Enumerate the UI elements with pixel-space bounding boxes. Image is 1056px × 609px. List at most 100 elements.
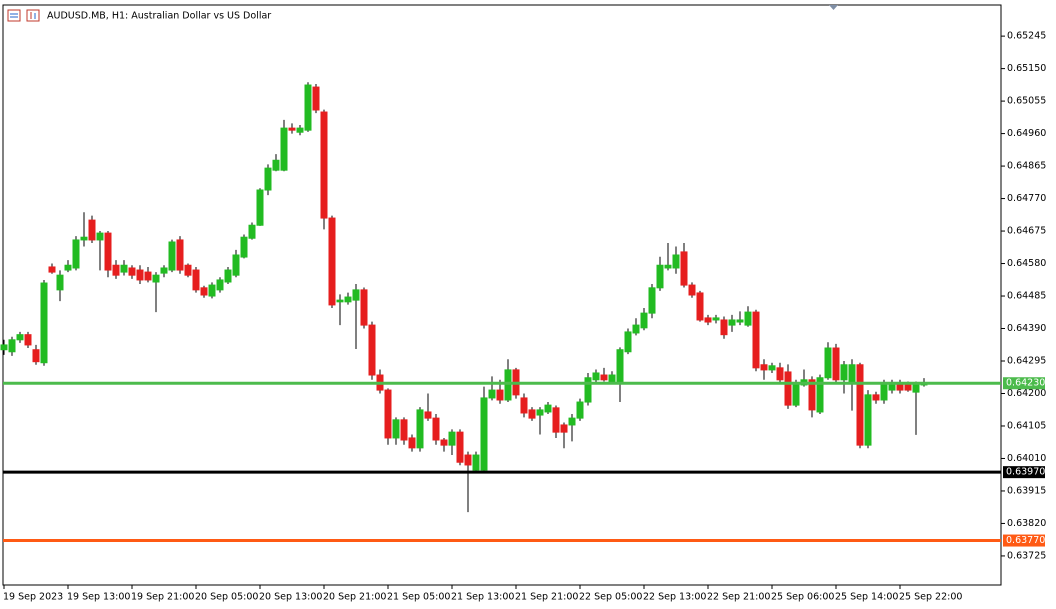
candle-body <box>72 239 80 269</box>
y-tick-label: 0.65055 <box>1007 96 1046 107</box>
candle-body <box>576 401 584 419</box>
candle-body <box>536 409 544 416</box>
candle-body <box>520 397 528 414</box>
candle-body <box>672 254 680 269</box>
candle-body <box>400 419 408 441</box>
price-label-box <box>1003 466 1045 479</box>
candle-body <box>664 264 672 269</box>
candle-body <box>504 369 512 401</box>
y-tick-label: 0.64390 <box>1007 323 1046 334</box>
candle-body <box>48 266 56 273</box>
candle-body <box>152 274 160 283</box>
y-tick-label: 0.64105 <box>1007 420 1046 431</box>
candle-body <box>648 287 656 314</box>
candle-body <box>216 279 224 291</box>
x-tick-label: 25 Sep 06:00 <box>771 592 834 603</box>
candle-body <box>96 232 104 241</box>
candle-body <box>368 324 376 376</box>
price-label-box <box>1003 377 1045 390</box>
candle-body <box>304 84 312 131</box>
candle-body <box>176 239 184 271</box>
candle-body <box>272 159 280 171</box>
candle-body <box>776 367 784 381</box>
candle-body <box>128 267 136 276</box>
candle-body <box>168 241 176 271</box>
candle-body <box>32 349 40 363</box>
candle-body <box>784 371 792 406</box>
candle-body <box>336 299 344 303</box>
x-tick-label: 22 Sep 13:00 <box>643 592 706 603</box>
y-tick-label: 0.64485 <box>1007 291 1046 302</box>
y-tick-label: 0.64675 <box>1007 226 1046 237</box>
x-tick-label: 19 Sep 21:00 <box>131 592 194 603</box>
x-tick-label: 21 Sep 05:00 <box>387 592 450 603</box>
candle-body <box>224 269 232 283</box>
price-label: 0.64230 <box>1006 378 1045 389</box>
candle-body <box>80 236 88 241</box>
candle-body <box>288 127 296 131</box>
candle-body <box>656 264 664 289</box>
chart-title: AUDUSD.MB, H1: Australian Dollar vs US D… <box>47 11 271 22</box>
y-tick-label: 0.64580 <box>1007 258 1046 269</box>
candle-body <box>184 264 192 276</box>
x-tick-label: 22 Sep 21:00 <box>707 592 770 603</box>
candle-body <box>352 289 360 301</box>
candle-body <box>328 217 336 306</box>
candle-body <box>632 324 640 334</box>
candle-body <box>360 289 368 326</box>
candle-body <box>872 394 880 401</box>
shift-marker <box>829 5 838 10</box>
candle-body <box>408 437 416 449</box>
candle-body <box>584 377 592 403</box>
candle-body <box>472 454 480 471</box>
candle-body <box>384 389 392 439</box>
candle-body <box>416 409 424 449</box>
icon <box>7 9 21 22</box>
candle-body <box>480 397 488 471</box>
candle-body <box>56 274 64 291</box>
candle-body <box>8 339 16 353</box>
icon <box>26 9 40 22</box>
y-tick-label: 0.65150 <box>1007 63 1046 74</box>
candle-body <box>760 364 768 371</box>
candle-body <box>344 296 352 303</box>
candle-body <box>808 379 816 411</box>
x-tick-label: 20 Sep 13:00 <box>259 592 322 603</box>
candle-body <box>864 394 872 446</box>
candle-body <box>432 417 440 441</box>
candle-body <box>712 317 720 321</box>
candle-body <box>640 312 648 329</box>
candle-body <box>120 264 128 273</box>
candle-body <box>232 254 240 276</box>
candle-body <box>136 269 144 281</box>
x-tick-label: 22 Sep 05:00 <box>579 592 642 603</box>
candle-body <box>256 189 264 226</box>
x-tick-label: 19 Sep 13:00 <box>67 592 130 603</box>
candle-body <box>880 384 888 401</box>
y-tick-label: 0.63725 <box>1007 550 1046 561</box>
x-tick-label: 19 Sep 2023 <box>3 592 63 603</box>
plot-frame <box>2 4 1002 586</box>
candle-body <box>768 365 776 371</box>
candle-body <box>392 419 400 439</box>
candle-body <box>88 219 96 241</box>
window-icons <box>7 9 40 22</box>
candle-body <box>544 404 552 413</box>
candle-body <box>608 374 616 383</box>
candle-body <box>568 417 576 426</box>
candle-body <box>832 347 840 381</box>
candle-body <box>312 86 320 111</box>
candle-body <box>144 271 152 281</box>
candle-body <box>280 127 288 171</box>
candle-body <box>816 377 824 413</box>
candle-body <box>848 364 856 383</box>
candle-body <box>112 264 120 276</box>
candle-body <box>592 372 600 381</box>
y-tick-label: 0.65245 <box>1007 31 1046 42</box>
x-tick-label: 21 Sep 21:00 <box>515 592 578 603</box>
x-tick-label: 20 Sep 21:00 <box>323 592 386 603</box>
candle-body <box>680 251 688 286</box>
candle-body <box>464 454 472 466</box>
y-tick-label: 0.64200 <box>1007 388 1046 399</box>
candle-body <box>600 374 608 381</box>
